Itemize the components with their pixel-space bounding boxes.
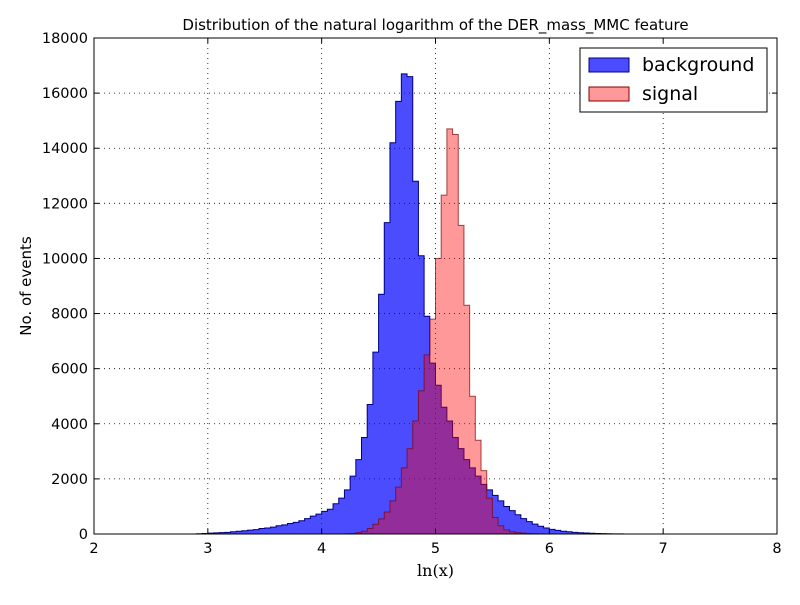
axis-ticks: 2 3 4 5 6 7 8 0 2000 4000 6000 8000 10000 12000 14000 1… [42, 31, 782, 557]
y-tick-label: 14000 [42, 141, 88, 157]
x-tick-label: 2 [89, 541, 98, 557]
y-tick-label: 16000 [42, 86, 88, 102]
y-tick-label: 0 [79, 527, 88, 543]
legend-label-signal: signal [642, 83, 698, 105]
x-tick-label: 3 [203, 541, 212, 557]
chart-title: Distribution of the natural logarithm of… [182, 16, 688, 35]
y-tick-label: 6000 [51, 362, 88, 378]
y-tick-label: 12000 [42, 196, 88, 212]
y-tick-label: 4000 [51, 417, 88, 433]
x-tick-label: 5 [431, 541, 440, 557]
histogram-area-background [195, 73, 624, 535]
y-tick-label: 18000 [42, 31, 88, 47]
y-tick-label: 10000 [42, 251, 88, 267]
x-axis-label: ln(x) [417, 561, 454, 580]
y-tick-label: 2000 [51, 472, 88, 488]
x-tick-label: 8 [772, 541, 781, 557]
x-tick-label: 7 [659, 541, 668, 557]
series-signal [343, 128, 545, 535]
x-tick-label: 6 [545, 541, 554, 557]
histogram-series [195, 73, 624, 535]
x-tick-label: 4 [317, 541, 326, 557]
y-tick-label: 8000 [51, 307, 88, 323]
y-axis-label: No. of events [17, 236, 35, 336]
legend-swatch-background [588, 57, 630, 73]
legend-swatch-signal [588, 86, 630, 102]
chart-legend: background signal [579, 47, 768, 113]
histogram-area-signal [343, 128, 545, 535]
legend-label-background: background [642, 54, 754, 76]
series-background [195, 73, 624, 535]
